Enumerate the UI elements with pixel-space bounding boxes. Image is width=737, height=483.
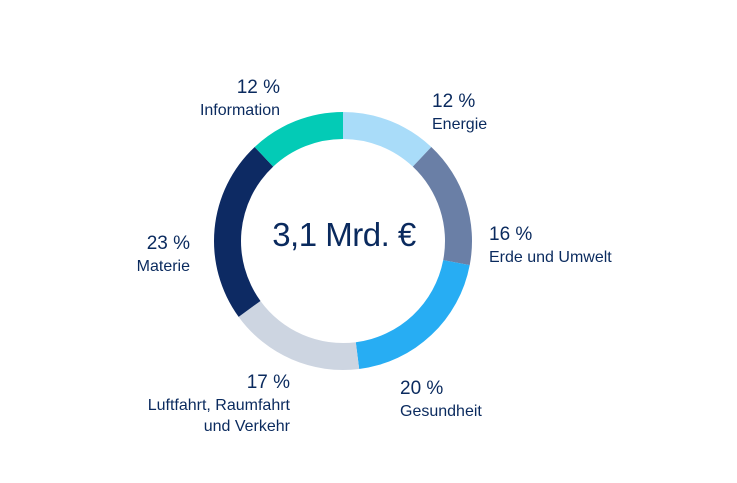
slice-percent: 17 % xyxy=(246,372,290,393)
slice-percent: 20 % xyxy=(400,378,444,399)
slice-label-luftfahrt: 17 % Luftfahrt, Raumfahrt und Verkehr xyxy=(80,371,290,437)
slice-percent: 12 % xyxy=(236,77,280,98)
slice-label-erde-und-umwelt: 16 % Erde und Umwelt xyxy=(489,223,612,268)
slice-label-information: 12 % Information xyxy=(120,76,280,121)
donut-slice-4 xyxy=(213,146,274,317)
donut-slice-2 xyxy=(355,260,470,369)
donut-slice-0 xyxy=(343,112,432,167)
slice-name: Materie xyxy=(136,258,190,275)
center-total-label: 3,1 Mrd. € xyxy=(272,216,416,253)
slice-name: Gesundheit xyxy=(400,403,482,420)
slice-name: Information xyxy=(199,102,280,119)
slice-label-energie: 12 % Energie xyxy=(432,90,487,135)
donut-slice-3 xyxy=(238,300,360,370)
slice-name: Luftfahrt, Raumfahrt und Verkehr xyxy=(147,397,290,435)
donut-slice-1 xyxy=(412,146,472,266)
slice-name: Energie xyxy=(432,116,488,133)
slice-percent: 16 % xyxy=(489,224,533,245)
slice-name: Erde und Umwelt xyxy=(489,249,612,266)
slice-label-gesundheit: 20 % Gesundheit xyxy=(400,377,482,422)
slice-label-materie: 23 % Materie xyxy=(60,232,190,277)
slice-percent: 12 % xyxy=(432,91,476,112)
slice-percent: 23 % xyxy=(146,233,190,254)
donut-slice-5 xyxy=(254,112,343,167)
